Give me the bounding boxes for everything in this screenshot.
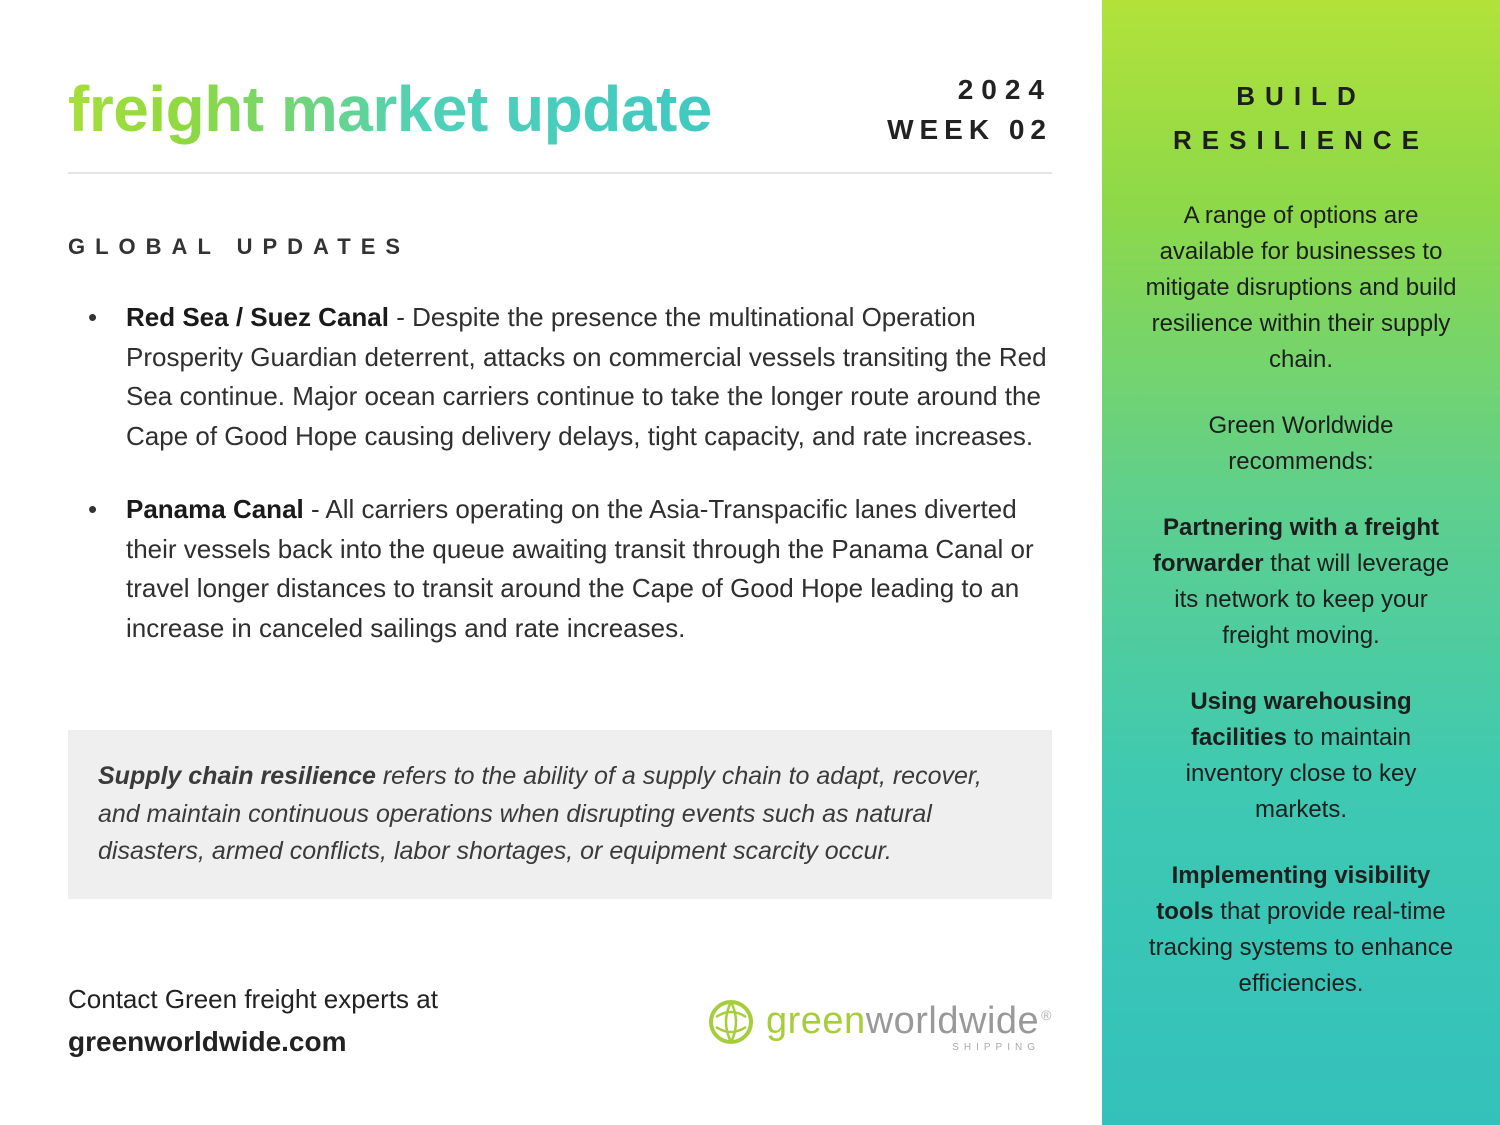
main-column: freight market update 2024 WEEK 02 GLOBA… [0, 0, 1102, 1125]
sidebar-title: BUILD RESILIENCE [1144, 74, 1458, 162]
date-block: 2024 WEEK 02 [887, 74, 1052, 146]
contact-line: Contact Green freight experts at [68, 979, 438, 1021]
page-container: freight market update 2024 WEEK 02 GLOBA… [0, 0, 1500, 1125]
bullet-list: Red Sea / Suez Canal - Despite the prese… [78, 298, 1052, 682]
sidebar-title-line1: BUILD [1144, 74, 1458, 118]
bullet-title: Panama Canal [126, 494, 304, 524]
globe-icon [706, 997, 756, 1047]
header-row: freight market update 2024 WEEK 02 [68, 72, 1052, 174]
registered-mark: ® [1041, 1007, 1052, 1023]
sidebar-title-line2: RESILIENCE [1144, 118, 1458, 162]
logo-text-gray: worldwide [866, 1000, 1039, 1042]
sidebar-item: Partnering with a freight forwarder that… [1144, 510, 1458, 654]
sidebar-item: Implementing visibility tools that provi… [1144, 858, 1458, 1002]
logo-text-green: green [766, 1000, 866, 1042]
list-item: Red Sea / Suez Canal - Despite the prese… [78, 298, 1052, 456]
company-logo: greenworldwide® SHIPPING [706, 997, 1052, 1047]
list-item: Panama Canal - All carriers operating on… [78, 490, 1052, 648]
bullet-title: Red Sea / Suez Canal [126, 302, 389, 332]
contact-block: Contact Green freight experts at greenwo… [68, 979, 438, 1065]
section-heading: GLOBAL UPDATES [68, 234, 1052, 260]
week-label: WEEK 02 [887, 114, 1052, 146]
definition-term: Supply chain resilience [98, 762, 376, 790]
logo-subtext: SHIPPING [952, 1042, 1040, 1053]
contact-url[interactable]: greenworldwide.com [68, 1020, 438, 1065]
logo-text: greenworldwide® SHIPPING [766, 1000, 1052, 1043]
sidebar-column: BUILD RESILIENCE A range of options are … [1102, 0, 1500, 1125]
page-title: freight market update [68, 72, 712, 146]
sidebar-item: Using warehousing facilities to maintain… [1144, 684, 1458, 828]
sidebar-recommends: Green Worldwide recommends: [1144, 408, 1458, 480]
year-label: 2024 [887, 74, 1052, 106]
footer-row: Contact Green freight experts at greenwo… [68, 939, 1052, 1085]
definition-box: Supply chain resilience refers to the ab… [68, 730, 1052, 899]
sidebar-intro: A range of options are available for bus… [1144, 198, 1458, 378]
